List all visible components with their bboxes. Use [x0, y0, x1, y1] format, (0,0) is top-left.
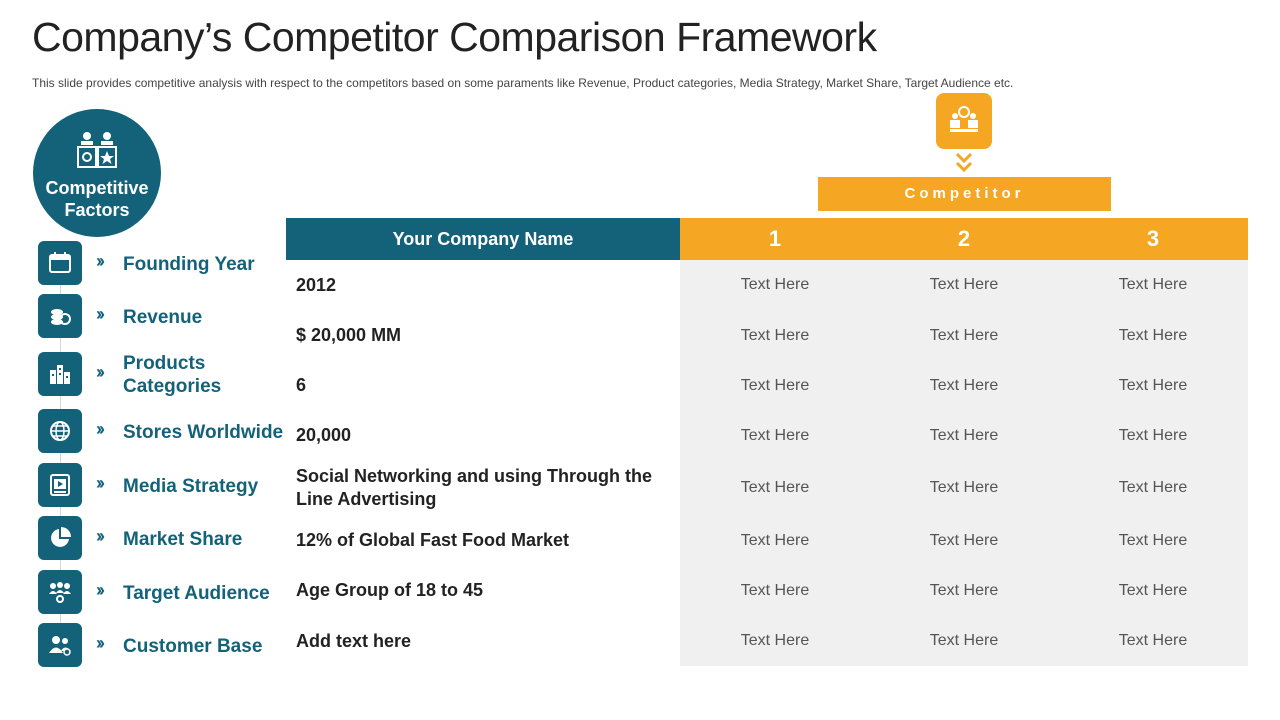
competitor-3-value: Text Here [1118, 276, 1188, 293]
competitor-2-value: Text Here [929, 532, 999, 549]
company-value: Social Networking and using Through the … [296, 466, 653, 509]
double-chevron-icon: ›› [96, 419, 105, 439]
factor-icon-box [38, 241, 82, 285]
company-column-header: Your Company Name [286, 218, 680, 260]
factor-label: Market Share [123, 529, 243, 550]
company-value: 2012 [296, 275, 337, 295]
factor-icon-box [38, 463, 82, 507]
competitor-1-value: Text Here [740, 427, 810, 444]
page-title: Company’s Competitor Comparison Framewor… [32, 14, 877, 60]
factor-icon-box [38, 294, 82, 338]
company-value: 20,000 [296, 425, 352, 445]
competitor-1-value: Text Here [740, 582, 810, 599]
double-chevron-icon: ›› [96, 304, 105, 324]
competitor-1-value: Text Here [740, 532, 810, 549]
competitor-1-header: 1 [768, 226, 782, 251]
competitor-header: Competitor [818, 177, 1111, 211]
factor-customer-base: ›› Customer Base [38, 623, 288, 667]
competitor-2-value: Text Here [929, 327, 999, 344]
competitor-2-header: 2 [957, 226, 971, 251]
competitor-number-header: 1 2 3 [680, 218, 1248, 260]
competitor-2-value: Text Here [929, 632, 999, 649]
factor-market-share: ›› Market Share [38, 516, 288, 560]
competitor-2-value: Text Here [929, 582, 999, 599]
chevron-down-icon [955, 152, 973, 173]
double-chevron-icon: ›› [96, 362, 105, 382]
calendar-icon [49, 252, 71, 273]
competitor-2-value: Text Here [929, 276, 999, 293]
globe-icon [50, 421, 70, 441]
competitor-2-value: Text Here [929, 427, 999, 444]
coins-icon [51, 309, 71, 325]
competitors-icon [77, 132, 117, 168]
factor-icon-box [38, 570, 82, 614]
city-icon [50, 365, 70, 384]
factor-label: Founding Year [123, 254, 255, 275]
competitor-3-value: Text Here [1118, 327, 1188, 344]
factor-stores-worldwide: ›› Stores Worldwide [38, 409, 288, 453]
factor-founding-year: ›› Founding Year [38, 241, 288, 285]
factor-label: Media Strategy [123, 476, 259, 497]
double-chevron-icon: ›› [96, 580, 105, 600]
competitor-1-value: Text Here [740, 276, 810, 293]
competitor-3-value: Text Here [1118, 377, 1188, 394]
competitor-3-value: Text Here [1118, 427, 1188, 444]
competitor-2-value: Text Here [929, 479, 999, 496]
factor-label: Stores Worldwide [123, 422, 284, 443]
factor-icon-box [38, 623, 82, 667]
meeting-icon [950, 106, 978, 132]
audience-icon [49, 582, 71, 603]
competitor-icon-box [936, 93, 992, 149]
factor-revenue: ›› Revenue [38, 294, 288, 338]
competitor-3-value: Text Here [1118, 479, 1188, 496]
company-value: $ 20,000 MM [296, 325, 402, 345]
company-value: 12% of Global Fast Food Market [296, 530, 570, 550]
double-chevron-icon: ›› [96, 633, 105, 653]
competitive-factors-badge: Competitive Factors [33, 109, 161, 237]
company-value: Age Group of 18 to 45 [296, 580, 484, 600]
factor-target-audience: ›› Target Audience [38, 570, 288, 614]
competitor-1-value: Text Here [740, 632, 810, 649]
double-chevron-icon: ›› [96, 473, 105, 493]
factor-label: Revenue [123, 307, 203, 328]
competitor-3-value: Text Here [1118, 532, 1188, 549]
factor-icon-box [38, 409, 82, 453]
competitor-3-value: Text Here [1118, 632, 1188, 649]
competitor-1-value: Text Here [740, 479, 810, 496]
factor-icon-box [38, 352, 82, 396]
double-chevron-icon: ›› [96, 526, 105, 546]
factor-media-strategy: ›› Media Strategy [38, 463, 288, 507]
factor-label: Products Categories [123, 353, 222, 397]
competitor-1-value: Text Here [740, 327, 810, 344]
factor-products-categories: ›› Products Categories [38, 352, 288, 397]
double-chevron-icon: ›› [96, 251, 105, 271]
competitor-values-panel [680, 260, 1248, 666]
customers-icon [49, 636, 71, 656]
competitor-1-value: Text Here [740, 377, 810, 394]
competitor-3-value: Text Here [1118, 582, 1188, 599]
company-value: 6 [296, 375, 307, 395]
competitive-factors-label: Competitive Factors [45, 178, 149, 220]
page-subtitle: This slide provides competitive analysis… [32, 76, 1014, 90]
competitor-2-value: Text Here [929, 377, 999, 394]
factor-label: Target Audience [123, 583, 270, 604]
factor-icon-box [38, 516, 82, 560]
factor-label: Customer Base [123, 636, 263, 657]
media-player-icon [50, 474, 70, 496]
pie-chart-icon [51, 527, 71, 547]
company-value: Add text here [296, 631, 412, 651]
competitor-3-header: 3 [1146, 226, 1160, 251]
